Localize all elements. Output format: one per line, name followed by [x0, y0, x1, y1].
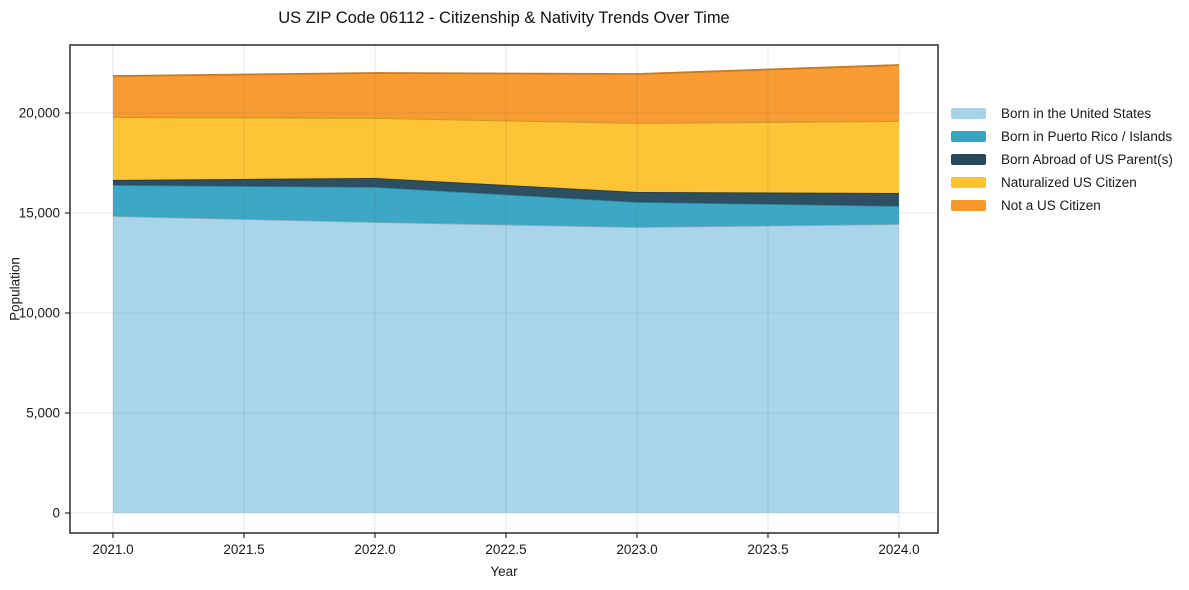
- edge-not-a-us-citizen: [112, 64, 899, 77]
- x-axis-label: Year: [490, 564, 518, 579]
- legend-swatch-born-in-the-united-states: [951, 107, 986, 119]
- legend: Born in the United States Born in Puerto …: [951, 105, 1173, 213]
- x-tick-label: 2024.0: [878, 542, 919, 557]
- area-born-in-the-united-states: [112, 216, 899, 513]
- area-not-a-us-citizen: [112, 65, 899, 123]
- y-tick-label: 5,000: [26, 406, 60, 421]
- legend-label: Not a US Citizen: [1001, 197, 1101, 213]
- legend-item-naturalized-us-citizen: Naturalized US Citizen: [951, 174, 1173, 190]
- x-tick-label: 2022.5: [485, 542, 526, 557]
- legend-item-born-in-puerto-rico-islands: Born in Puerto Rico / Islands: [951, 128, 1173, 144]
- plot-border: [69, 44, 939, 534]
- x-tick-label: 2023.0: [616, 542, 657, 557]
- legend-label: Born in the United States: [1001, 105, 1152, 121]
- area-naturalized-us-citizen: [112, 117, 899, 193]
- y-axis-label: Population: [7, 257, 23, 321]
- area-born-abroad-of-us-parent-s: [112, 178, 899, 206]
- legend-item-not-a-us-citizen: Not a US Citizen: [951, 197, 1173, 213]
- legend-item-born-in-the-united-states: Born in the United States: [951, 105, 1173, 121]
- legend-swatch-born-abroad-of-us-parent-s: [951, 153, 986, 165]
- legend-label: Born Abroad of US Parent(s): [1001, 151, 1173, 167]
- legend-item-born-abroad-of-us-parent-s: Born Abroad of US Parent(s): [951, 151, 1173, 167]
- y-tick-label: 20,000: [19, 106, 60, 121]
- x-tick-label: 2022.0: [354, 542, 395, 557]
- legend-swatch-naturalized-us-citizen: [951, 176, 986, 188]
- x-tick-label: 2021.0: [92, 542, 133, 557]
- legend-label: Born in Puerto Rico / Islands: [1001, 128, 1173, 144]
- legend-swatch-born-in-puerto-rico-islands: [951, 130, 986, 142]
- x-tick-label: 2021.5: [223, 542, 264, 557]
- area-born-in-puerto-rico-islands: [112, 185, 899, 227]
- y-tick-label: 0: [52, 506, 60, 521]
- legend-label: Naturalized US Citizen: [1001, 174, 1137, 190]
- y-tick-label: 15,000: [19, 206, 60, 221]
- legend-swatch-not-a-us-citizen: [951, 199, 986, 211]
- x-tick-label: 2023.5: [747, 542, 788, 557]
- y-tick-label: 10,000: [19, 306, 60, 321]
- chart-title: US ZIP Code 06112 - Citizenship & Nativi…: [278, 9, 730, 27]
